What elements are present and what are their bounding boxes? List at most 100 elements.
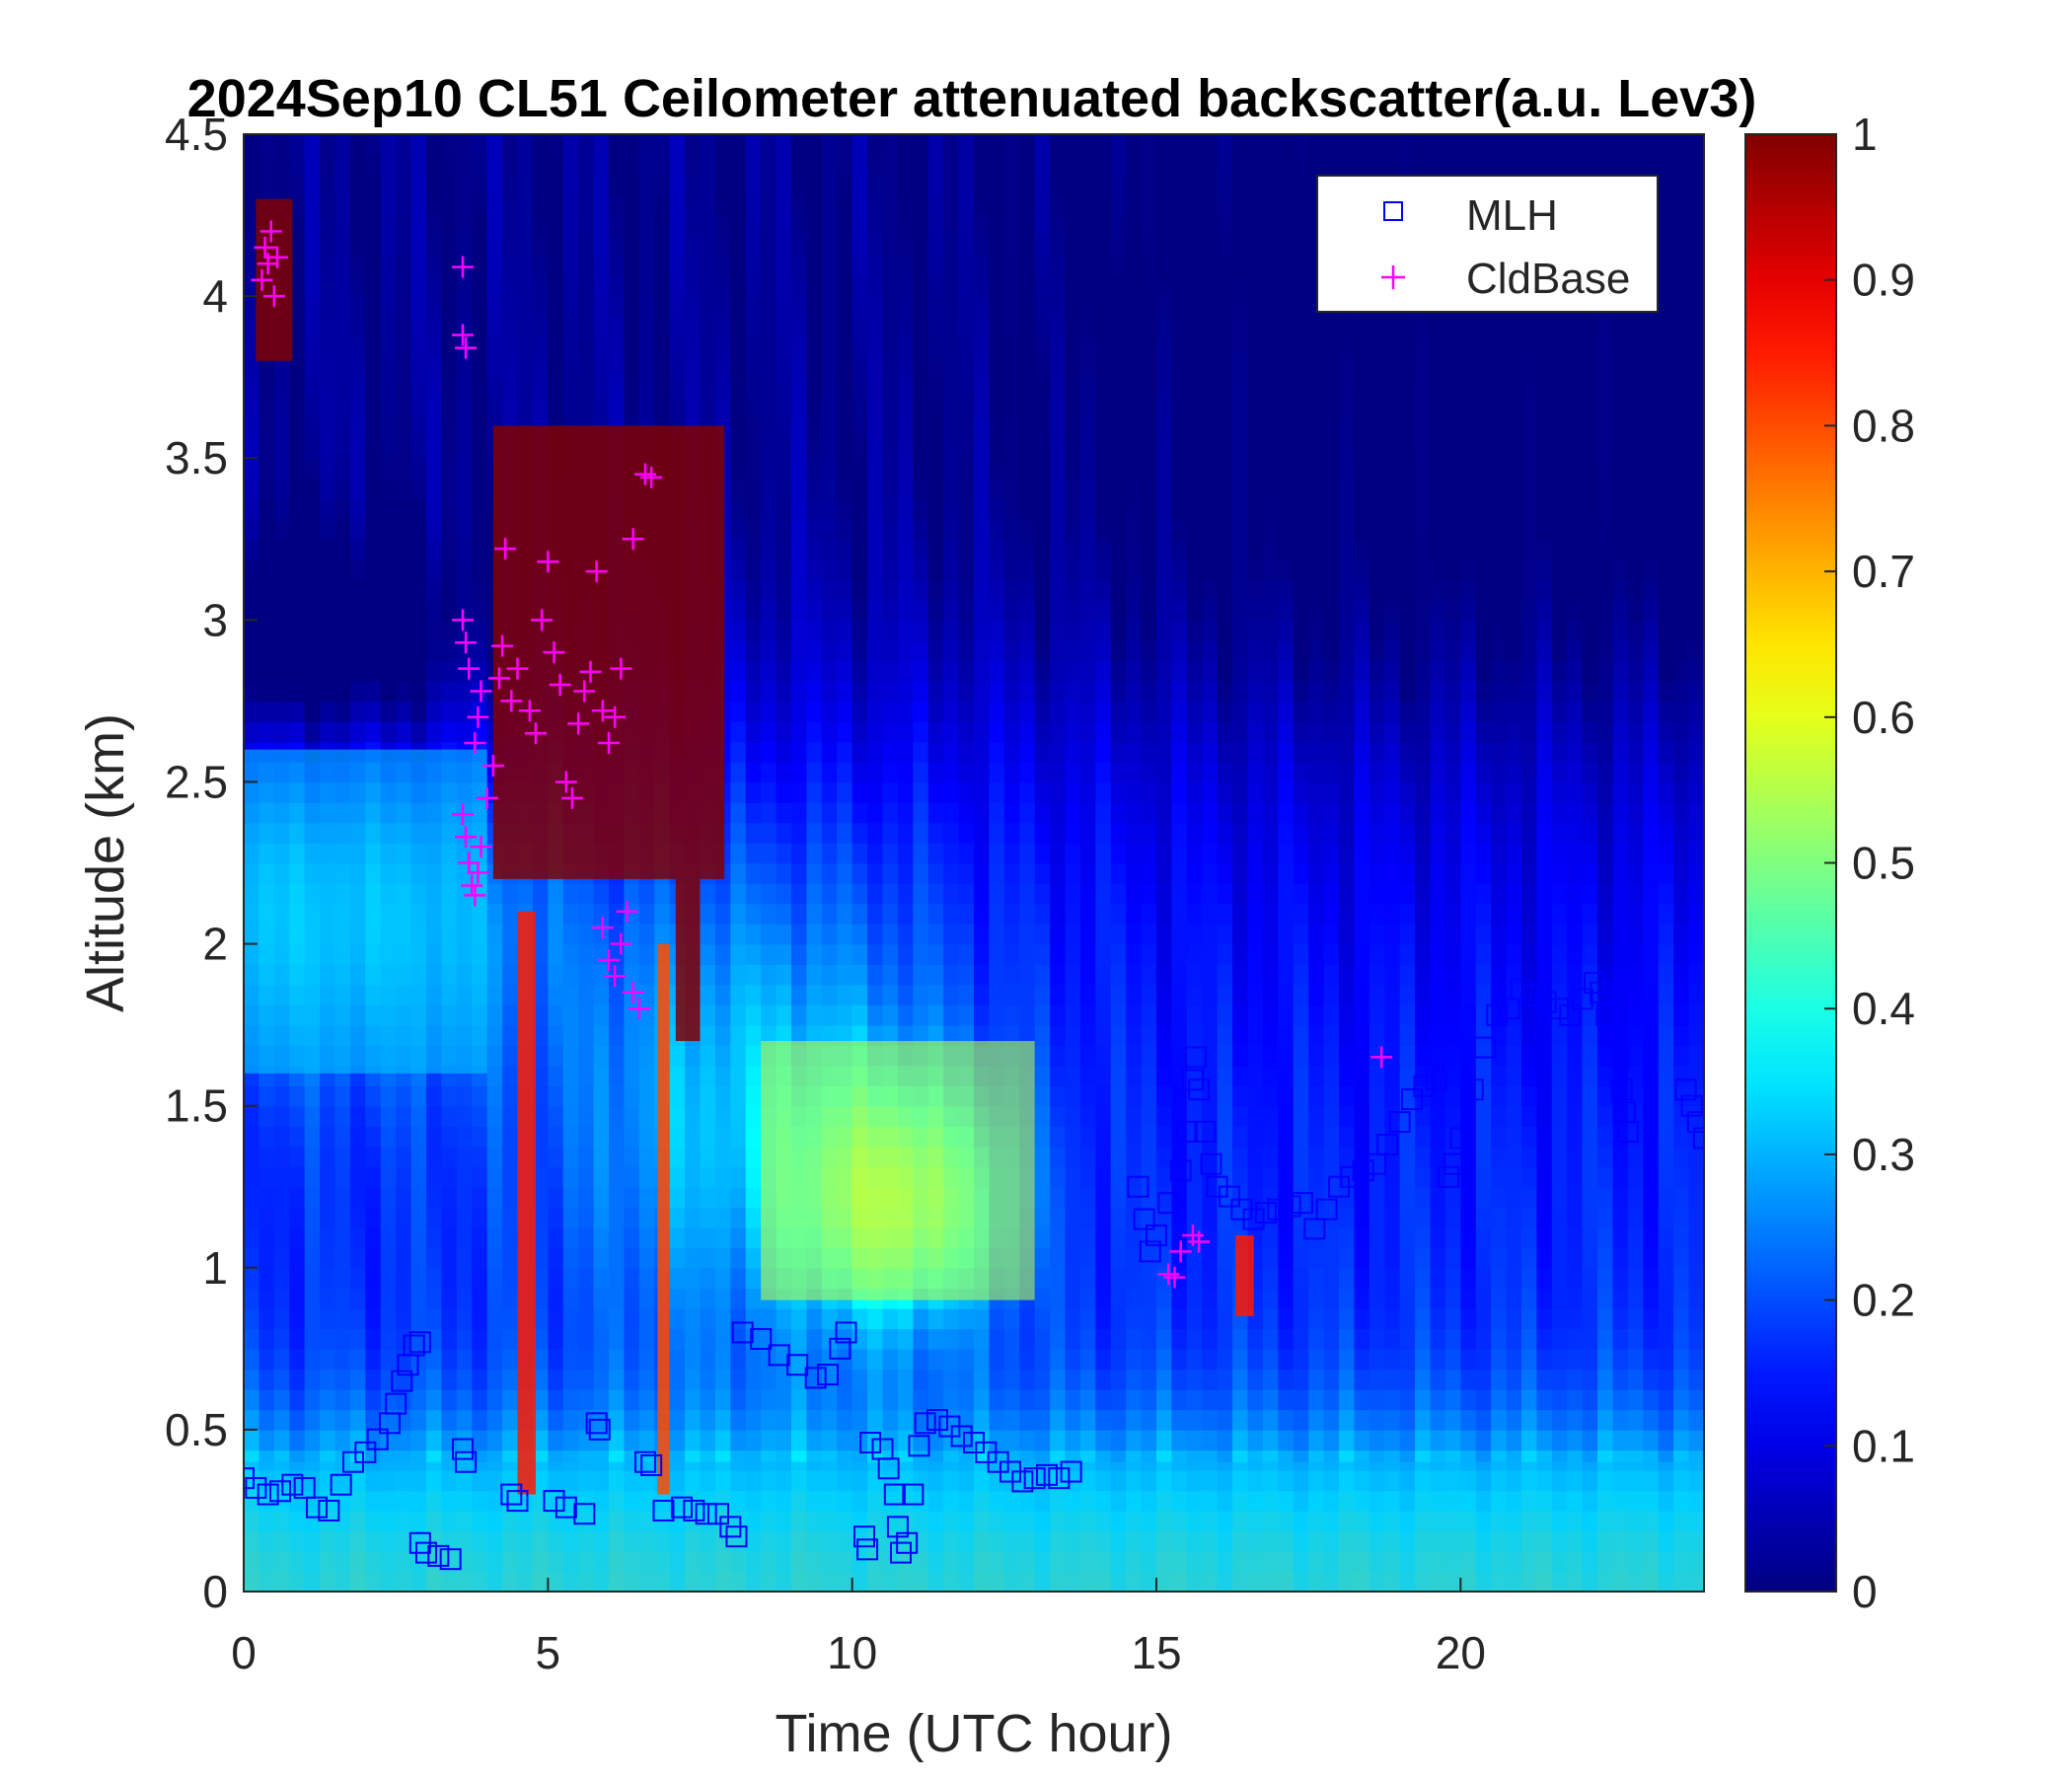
heatmap-cell [776,336,792,358]
heatmap-cell [624,1328,640,1350]
heatmap-cell [1217,478,1233,500]
heatmap-cell [1278,397,1295,418]
heatmap-cell [472,1288,488,1309]
heatmap-cell [1095,1186,1112,1209]
heatmap-cell [1232,417,1249,439]
heatmap-cell [913,1429,929,1451]
heatmap-cell [897,1024,915,1046]
heatmap-cell [1156,194,1173,216]
heatmap-cell [745,1105,762,1127]
heatmap-cell [700,1388,716,1411]
heatmap-cell [1141,1388,1157,1411]
heatmap-cell [867,781,884,803]
heatmap-cell [609,175,626,196]
heatmap-cell [593,1065,610,1086]
heatmap-cell [943,417,960,439]
heatmap-cell [334,1307,351,1330]
heatmap-cell [867,397,884,418]
heatmap-cell [380,1226,397,1249]
heatmap-cell [958,275,975,297]
heatmap-cell [1095,620,1112,641]
heatmap-cell [974,316,991,337]
heatmap-cell [456,1226,474,1249]
heatmap-cell [396,518,412,541]
heatmap-cell [517,256,534,277]
heatmap-cell [1079,984,1097,1005]
heatmap-cell [1278,984,1295,1005]
heatmap-cell [1126,1065,1143,1086]
heatmap-cell [320,215,336,237]
heatmap-cell [426,1146,443,1168]
heatmap-cell [532,1186,550,1209]
heatmap-cell [334,256,351,277]
heatmap-cell [244,701,260,722]
heatmap-cell [1186,377,1204,399]
heatmap-cell [897,781,915,803]
heatmap-cell [609,1307,626,1330]
heatmap-cell [1202,316,1219,337]
heatmap-cell [609,1085,626,1107]
heatmap-cell [1217,498,1233,520]
heatmap-cell [1278,194,1295,216]
heatmap-cell [791,417,808,439]
heatmap-cell [867,1348,884,1371]
heatmap-cell [943,761,960,783]
heatmap-cell [578,377,595,399]
heatmap-cell [593,1369,610,1390]
heatmap-cell [974,822,991,844]
heatmap-cell [927,356,944,378]
heatmap-cell [1110,822,1127,844]
heatmap-cell [927,539,944,560]
heatmap-cell [578,1186,595,1209]
heatmap-cell [730,1045,747,1067]
heatmap-cell [304,1105,321,1127]
heatmap-cell [624,1105,640,1127]
heatmap-cell [1217,639,1233,662]
heatmap-cell [1095,984,1112,1005]
heatmap-cell [548,1288,564,1309]
heatmap-cell [1232,1146,1249,1168]
heatmap-cell [1278,1388,1295,1411]
heatmap-cell [943,215,960,237]
heatmap-cell [943,458,960,480]
heatmap-cell [989,356,1005,378]
heatmap-cell [761,579,777,601]
heatmap-cell [244,1307,260,1330]
heatmap-cell [837,397,853,418]
heatmap-cell [289,256,306,277]
heatmap-cell [1019,175,1036,196]
heatmap-cell [1141,720,1157,743]
heatmap-cell [958,1409,975,1431]
heatmap-cell [761,397,777,418]
heatmap-cell [1019,478,1036,500]
heatmap-cell [1232,903,1249,925]
heatmap-cell [1095,336,1112,358]
heatmap-cell [867,903,884,925]
heatmap-cell [486,256,503,277]
heatmap-cell [882,134,899,156]
heatmap-cell [1019,518,1036,541]
heatmap-cell [1126,701,1143,722]
heatmap-cell [989,316,1005,337]
heatmap-cell [502,1186,519,1209]
heatmap-cell [396,620,412,641]
heatmap-cell [791,1307,808,1330]
heatmap-cell [913,175,929,196]
heatmap-cell [365,1369,382,1390]
heatmap-cell [897,417,915,439]
heatmap-cell [1050,579,1067,601]
heatmap-cell [1050,296,1067,318]
heatmap-cell [1171,558,1188,581]
heatmap-cell [730,1409,747,1431]
heatmap-cell [927,154,944,176]
heatmap-cell [776,862,792,884]
heatmap-cell [609,296,626,318]
heatmap-cell [1247,1166,1264,1188]
heatmap-cell [882,539,899,560]
heatmap-cell [1156,781,1173,803]
heatmap-cell [1232,1024,1249,1046]
heatmap-cell [927,984,944,1005]
heatmap-cell [532,1247,550,1269]
heatmap-cell [913,720,929,743]
heatmap-cell [638,1166,656,1188]
